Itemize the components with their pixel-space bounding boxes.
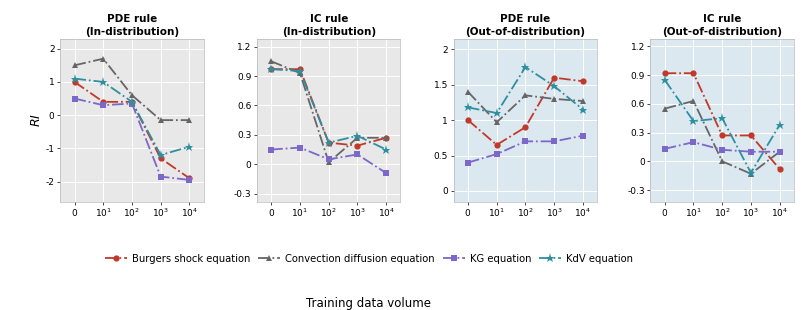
Title: IC rule
(In-distribution): IC rule (In-distribution) (282, 14, 376, 37)
Title: IC rule
(Out-of-distribution): IC rule (Out-of-distribution) (662, 14, 782, 37)
Title: PDE rule
(Out-of-distribution): PDE rule (Out-of-distribution) (465, 14, 585, 37)
Text: Training data volume: Training data volume (306, 297, 431, 310)
Legend: Burgers shock equation, Convection diffusion equation, KG equation, KdV equation: Burgers shock equation, Convection diffu… (101, 250, 637, 268)
Title: PDE rule
(In-distribution): PDE rule (In-distribution) (85, 14, 179, 37)
Y-axis label: $RI$: $RI$ (30, 113, 43, 127)
